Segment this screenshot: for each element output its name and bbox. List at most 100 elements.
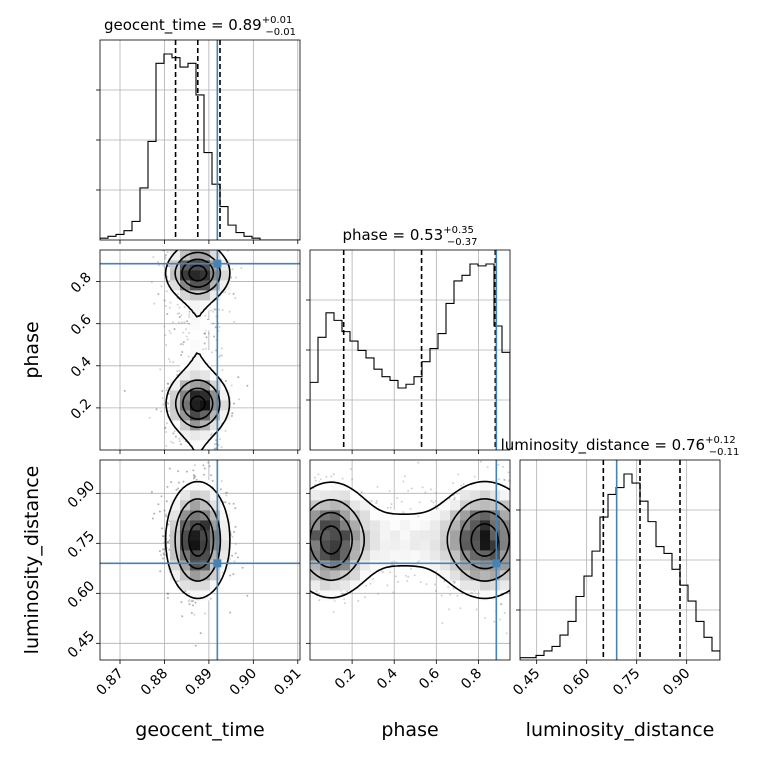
phase-vs-luminosity_distance-point: [330, 475, 333, 478]
geocent_time-vs-phase-point: [163, 299, 166, 302]
phase-vs-luminosity_distance-point: [413, 574, 416, 577]
geocent_time-vs-luminosity_distance-point: [167, 523, 170, 526]
geocent_time-vs-phase-point: [218, 325, 221, 328]
phase-vs-luminosity_distance-cell: [380, 520, 391, 531]
geocent_time-vs-phase-point: [212, 335, 215, 338]
geocent_time-vs-phase-point: [179, 343, 182, 346]
geocent_time-vs-phase-cell: [200, 320, 211, 331]
phase-vs-luminosity_distance-cell: [330, 580, 341, 591]
phase-vs-luminosity_distance-contour-1: [310, 498, 510, 582]
xtick-label-geocent_time: 0.87: [93, 666, 126, 699]
geocent_time-vs-phase-point: [174, 435, 177, 438]
phase-vs-luminosity_distance-cell: [350, 550, 361, 561]
geocent_time-vs-phase-point: [186, 320, 189, 323]
phase-vs-luminosity_distance-point: [332, 611, 335, 614]
geocent_time-vs-phase-point: [231, 412, 234, 415]
title-sub: −0.11: [709, 447, 740, 458]
geocent_time-vs-luminosity_distance-point: [192, 477, 195, 480]
geocent_time-vs-phase-point: [166, 313, 169, 316]
geocent_time-vs-luminosity_distance-cell: [200, 550, 211, 561]
geocent_time-vs-phase-point: [211, 432, 214, 435]
geocent_time-vs-phase-point: [167, 402, 170, 405]
geocent_time-vs-luminosity_distance-cell: [190, 580, 201, 591]
geocent_time-vs-luminosity_distance-point: [193, 476, 196, 479]
geocent_time-vs-phase-point: [168, 357, 171, 360]
geocent_time-vs-phase-point: [213, 308, 216, 311]
phase-vs-luminosity_distance-cell: [440, 570, 451, 581]
geocent_time-vs-phase-cell: [190, 410, 201, 421]
phase-vs-luminosity_distance-cell: [410, 550, 421, 561]
phase-vs-luminosity_distance-cell: [310, 540, 321, 551]
phase-vs-luminosity_distance-cell: [350, 530, 361, 541]
geocent_time-vs-phase-cell: [190, 340, 201, 351]
xtick-label-luminosity_distance: 0.75: [610, 666, 643, 699]
geocent_time-vs-phase-point: [224, 429, 227, 432]
geocent_time-vs-luminosity_distance-point: [150, 491, 153, 494]
geocent_time-vs-phase-cell: [180, 290, 191, 301]
phase-vs-luminosity_distance-cell: [430, 520, 441, 531]
phase-vs-luminosity_distance-point: [403, 475, 406, 478]
geocent_time-vs-luminosity_distance-point: [192, 469, 195, 472]
phase-vs-luminosity_distance-cell: [370, 550, 381, 561]
geocent_time-vs-phase-point: [164, 426, 167, 429]
phase-vs-luminosity_distance-cell: [420, 550, 431, 561]
geocent_time-vs-luminosity_distance-point: [163, 535, 166, 538]
phase-vs-luminosity_distance-point: [388, 489, 391, 492]
phase-vs-luminosity_distance-cell: [470, 550, 481, 561]
geocent_time-vs-phase-point: [214, 447, 217, 450]
geocent_time-vs-phase-point: [179, 443, 182, 446]
geocent_time-vs-phase-point: [164, 257, 167, 260]
geocent_time-vs-luminosity_distance-point: [157, 503, 160, 506]
phase-vs-luminosity_distance-point: [443, 580, 446, 583]
geocent_time-vs-luminosity_distance-point: [233, 530, 236, 533]
geocent_time-vs-phase-cell: [220, 280, 231, 291]
phase-vs-luminosity_distance-cell: [370, 530, 381, 541]
geocent_time-vs-phase-cell: [170, 410, 181, 421]
phase-vs-luminosity_distance-cell: [480, 580, 491, 591]
geocent_time-vs-luminosity_distance-point: [168, 467, 171, 470]
geocent_time-vs-phase-point: [217, 444, 220, 447]
phase-vs-luminosity_distance-point: [484, 617, 487, 620]
phase-vs-luminosity_distance-cell: [480, 540, 491, 551]
geocent_time-vs-phase-point: [173, 328, 176, 331]
geocent_time-vs-luminosity_distance-point: [211, 479, 214, 482]
geocent_time-vs-phase-point: [176, 312, 179, 315]
phase-vs-luminosity_distance-cell: [350, 490, 361, 501]
geocent_time-vs-phase-point: [232, 292, 235, 295]
phase-vs-luminosity_distance-cell: [410, 530, 421, 541]
geocent_time-vs-phase-point: [224, 291, 227, 294]
geocent_time-vs-phase-point: [231, 268, 234, 271]
phase-vs-luminosity_distance-cell: [310, 560, 321, 571]
geocent_time-vs-luminosity_distance-point: [161, 535, 164, 538]
geocent_time-vs-luminosity_distance-cell: [210, 550, 221, 561]
geocent_time-vs-phase-cell: [210, 390, 221, 401]
geocent_time-vs-luminosity_distance-point: [241, 566, 244, 569]
geocent_time-vs-phase-cell: [200, 300, 211, 311]
geocent_time-vs-luminosity_distance-cell: [200, 480, 211, 491]
phase-vs-luminosity_distance-cell: [310, 530, 321, 541]
geocent_time-vs-phase-point: [219, 438, 222, 441]
geocent_time-vs-phase-point: [166, 251, 169, 254]
geocent_time-vs-luminosity_distance-point: [188, 603, 191, 606]
geocent_time-vs-phase-point: [155, 408, 158, 411]
phase-vs-luminosity_distance-point: [473, 475, 476, 478]
xlabel-phase: phase: [381, 719, 438, 741]
geocent_time-vs-luminosity_distance-point: [192, 477, 195, 480]
geocent_time-vs-luminosity_distance-cell: [200, 490, 211, 501]
xtick-label-geocent_time: 0.91: [271, 666, 304, 699]
geocent_time-vs-phase-contour-0: [164, 250, 231, 450]
geocent_time-vs-luminosity_distance-point: [166, 541, 169, 544]
geocent_time-vs-luminosity_distance-point: [153, 512, 156, 515]
geocent_time-vs-luminosity_distance-point: [192, 474, 195, 477]
geocent_time-vs-luminosity_distance-point: [166, 596, 169, 599]
phase-vs-luminosity_distance-cell: [470, 490, 481, 501]
phase-vs-luminosity_distance-point: [417, 515, 420, 518]
geocent_time-vs-luminosity_distance-point: [160, 495, 163, 498]
geocent_time-vs-phase-point: [202, 348, 205, 351]
phase-vs-luminosity_distance-cell: [480, 550, 491, 561]
geocent_time-vs-phase-point: [188, 323, 191, 326]
geocent_time-vs-phase-point: [169, 332, 172, 335]
geocent_time-vs-luminosity_distance-point: [161, 548, 164, 551]
phase-vs-luminosity_distance-cell: [400, 520, 411, 531]
